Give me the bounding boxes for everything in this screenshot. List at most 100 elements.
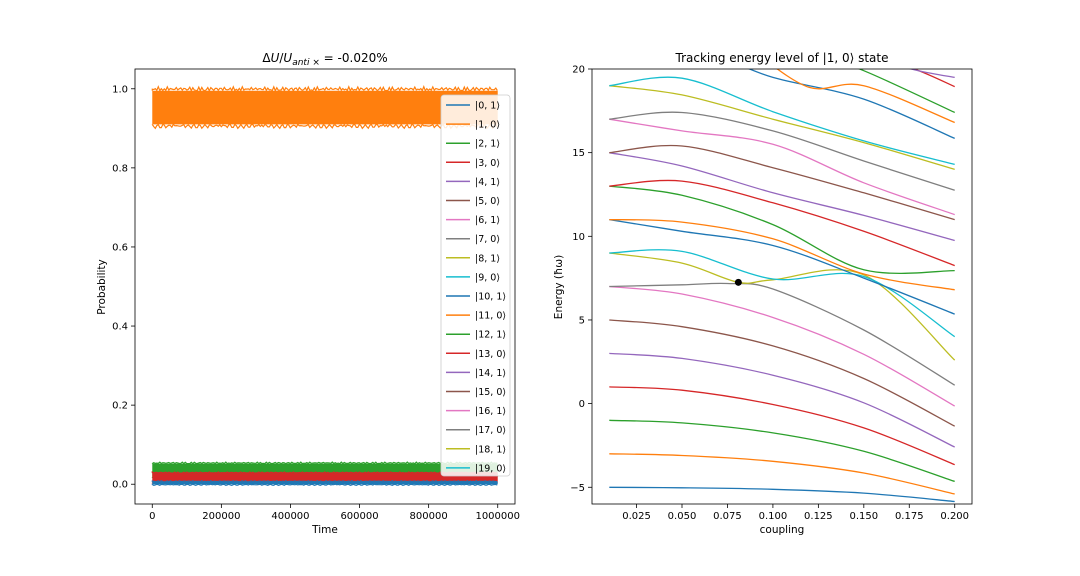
energy-level-line: [912, 69, 955, 88]
energy-level-line: [609, 144, 955, 221]
probability-band: [152, 90, 498, 125]
legend-label: |5, 0⟩: [475, 196, 500, 207]
legend-label: |7, 0⟩: [475, 234, 500, 245]
energy-level-line: [747, 69, 955, 139]
energy-level-line: [609, 218, 955, 291]
energy-level-line: [609, 152, 955, 242]
energy-axes: 0.025 0.050 0.075 0.100 0.125 0.150 0.175 0.200…: [570, 65, 969, 523]
x-tick-label: 0.200: [940, 511, 969, 522]
energy-level-line: [609, 419, 955, 483]
legend-label: |16, 1⟩: [475, 406, 506, 417]
energy-level-line: [609, 179, 955, 267]
title-delta: Δ: [262, 51, 271, 65]
x-tick-label: 800000: [410, 511, 448, 522]
x-tick-label: 0.175: [895, 511, 924, 522]
legend-label: |4, 1⟩: [475, 177, 500, 188]
energy-level-line: [609, 218, 955, 315]
legend-label: |18, 1⟩: [475, 444, 506, 455]
y-tick-label: 0.6: [112, 242, 128, 253]
probability-chart: ΔU/Uanti × = -0.020% 0 200000 400000 600000…: [96, 51, 520, 536]
title-u1: U: [271, 51, 280, 65]
probability-band-edge: [151, 479, 498, 483]
y-tick-label: 0: [579, 399, 585, 410]
legend-label: |13, 0⟩: [475, 349, 506, 360]
energy-level-line: [609, 282, 956, 386]
probability-y-label: Probability: [96, 259, 108, 315]
legend-label: |12, 1⟩: [475, 330, 506, 341]
probability-x-label: Time: [311, 524, 338, 536]
energy-level-line: [609, 252, 956, 361]
probability-band-edge: [151, 123, 498, 130]
legend-label: |1, 0⟩: [475, 120, 500, 131]
energy-y-label: Energy (ħω): [553, 255, 565, 319]
probability-plot-frame: [134, 68, 516, 505]
legend-label: |0, 1⟩: [475, 101, 500, 112]
x-tick-label: 1000000: [475, 511, 520, 522]
probability-legend: |0, 1⟩ |1, 0⟩ |2, 1⟩ |3, 0⟩ |4, 1⟩ |5, 0⟩ |6, …: [440, 94, 511, 477]
x-tick-label: 200000: [202, 511, 240, 522]
energy-level-line: [609, 319, 956, 427]
probability-axes: 0 200000 400000 600000 800000 1000000 0.0 0.2 0.…: [112, 84, 520, 522]
y-tick-label: 15: [572, 148, 585, 159]
energy-level-line: [857, 69, 955, 114]
energy-level-line: [609, 352, 955, 448]
y-tick-label: −5: [570, 483, 585, 494]
energy-level-lines: [609, 69, 956, 503]
x-tick-label: 0: [149, 511, 155, 522]
title-subscript: anti ×: [292, 58, 320, 68]
probability-band: [152, 473, 498, 483]
energy-plot-frame: [591, 68, 973, 505]
y-tick-label: 0.0: [112, 480, 128, 491]
tracked-state-marker: [734, 278, 742, 286]
y-tick-label: 1.0: [112, 84, 128, 95]
legend-label: |6, 1⟩: [475, 215, 500, 226]
energy-level-line: [609, 285, 956, 407]
energy-level-line: [609, 386, 955, 466]
energy-level-line: [609, 118, 955, 216]
legend-label: |2, 1⟩: [475, 139, 500, 150]
energy-level-line: [609, 76, 955, 166]
y-tick-label: 10: [572, 232, 585, 243]
energy-level-line: [609, 249, 956, 338]
y-tick-label: 0.2: [112, 401, 128, 412]
energy-level-line: [609, 486, 955, 503]
energy-level-line: [908, 69, 955, 79]
y-tick-label: 0.4: [112, 322, 128, 333]
legend-label: |11, 0⟩: [475, 311, 506, 322]
x-tick-label: 0.025: [622, 511, 651, 522]
energy-level-line: [609, 453, 955, 495]
x-tick-label: 0.050: [668, 511, 697, 522]
legend-label: |17, 0⟩: [475, 425, 506, 436]
title-rest: = -0.020%: [320, 51, 388, 65]
probability-band-edge: [151, 483, 498, 487]
energy-level-line: [609, 185, 955, 274]
probability-band: [152, 481, 498, 485]
energy-x-label: coupling: [760, 524, 805, 536]
probability-band-edge: [151, 85, 498, 93]
y-tick-label: 0.8: [112, 163, 128, 174]
legend-label: |9, 0⟩: [475, 272, 500, 283]
legend-label: |8, 1⟩: [475, 253, 500, 264]
x-tick-label: 0.125: [804, 511, 833, 522]
energy-chart-title: Tracking energy level of |1, 0⟩ state: [675, 51, 889, 65]
x-tick-label: 400000: [271, 511, 309, 522]
energy-chart: Tracking energy level of |1, 0⟩ state 0.…: [553, 51, 973, 536]
probability-band-edge: [151, 461, 498, 465]
y-tick-label: 5: [579, 315, 585, 326]
legend-label: |19, 0⟩: [475, 463, 506, 474]
legend-box: [440, 94, 511, 477]
probability-chart-title: ΔU/Uanti × = -0.020%: [262, 51, 387, 68]
legend-label: |10, 1⟩: [475, 292, 506, 303]
y-tick-label: 20: [572, 65, 585, 76]
probability-bands: [151, 85, 498, 487]
title-slash: /: [279, 51, 284, 65]
title-u2: U: [283, 51, 292, 65]
energy-level-line: [609, 111, 955, 191]
legend-label: |15, 0⟩: [475, 387, 506, 398]
probability-band-edge: [151, 471, 498, 474]
legend-label: |14, 1⟩: [475, 368, 506, 379]
energy-level-line: [609, 85, 955, 171]
x-tick-label: 0.075: [713, 511, 742, 522]
legend-label: |3, 0⟩: [475, 158, 500, 169]
